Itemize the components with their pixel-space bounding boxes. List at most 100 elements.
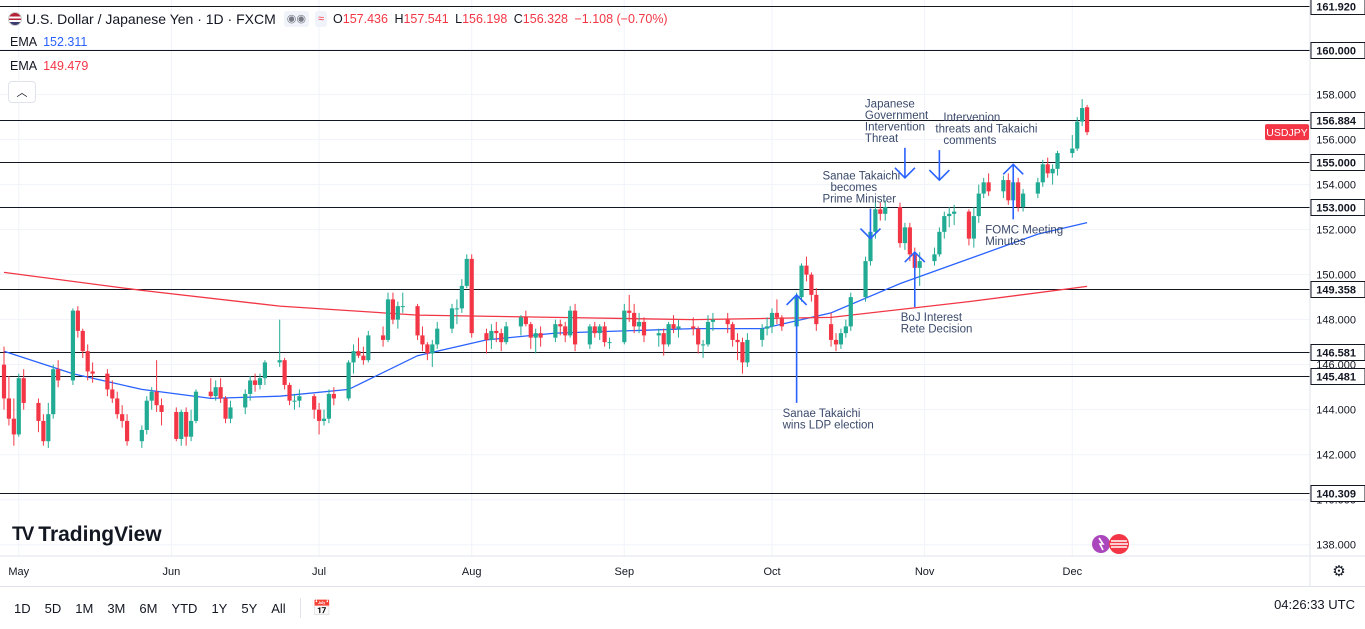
candle[interactable] [124, 414, 130, 446]
candle[interactable] [390, 292, 396, 325]
candle[interactable] [70, 308, 76, 385]
candle[interactable] [814, 288, 819, 331]
candle[interactable] [326, 389, 332, 424]
candle[interactable] [257, 373, 263, 390]
candle[interactable] [385, 292, 391, 343]
candle[interactable] [804, 256, 809, 282]
candle[interactable] [799, 263, 804, 302]
candle[interactable] [878, 202, 883, 221]
candle[interactable] [430, 339, 435, 367]
candle[interactable] [1016, 177, 1021, 212]
candle[interactable] [243, 389, 248, 415]
candle[interactable] [676, 319, 681, 338]
candle[interactable] [21, 369, 26, 410]
candle[interactable] [85, 344, 90, 381]
range-1y-button[interactable]: 1Y [211, 600, 228, 616]
candle[interactable] [863, 256, 868, 302]
time-axis[interactable]: May Jun Jul Aug Sep Oct Nov Dec [0, 555, 1365, 578]
candle[interactable] [459, 279, 464, 313]
candle[interactable] [700, 339, 706, 358]
candle[interactable] [636, 312, 642, 334]
candle[interactable] [538, 326, 543, 347]
symbol-tag-box[interactable] [1265, 124, 1309, 141]
candle[interactable] [966, 209, 972, 246]
candle[interactable] [351, 344, 356, 374]
candle[interactable] [499, 328, 504, 352]
candle[interactable] [154, 360, 159, 412]
clock-utc[interactable]: 04:26:33 UTC [1274, 597, 1355, 612]
candle[interactable] [75, 306, 80, 338]
settings-gear-icon[interactable]: ⚙ [1332, 563, 1346, 580]
candle[interactable] [144, 396, 149, 435]
candle[interactable] [395, 301, 400, 329]
candle[interactable] [691, 317, 696, 336]
candle[interactable] [321, 409, 327, 426]
range-ytd-button[interactable]: YTD [171, 600, 198, 616]
candle[interactable] [252, 373, 258, 392]
collapse-legend-button[interactable]: ︿ [8, 81, 36, 103]
candle[interactable] [366, 330, 371, 363]
candle[interactable] [769, 308, 775, 334]
wave-icon[interactable]: ≈ [314, 11, 328, 27]
candle[interactable] [282, 357, 287, 390]
candle[interactable] [277, 319, 282, 367]
candle[interactable] [897, 202, 903, 248]
candle[interactable] [1006, 173, 1011, 205]
candle[interactable] [947, 207, 952, 228]
candles[interactable] [1, 99, 1090, 448]
candle[interactable] [641, 317, 647, 343]
candle[interactable] [110, 380, 115, 403]
candle[interactable] [696, 326, 701, 354]
candle[interactable] [1080, 99, 1085, 127]
candle[interactable] [16, 373, 21, 437]
candle[interactable] [705, 315, 711, 347]
candle[interactable] [504, 321, 509, 345]
candle[interactable] [435, 321, 440, 349]
candle[interactable] [902, 222, 908, 250]
candle[interactable] [607, 337, 612, 349]
candle[interactable] [174, 407, 179, 442]
candle[interactable] [41, 414, 46, 446]
eye-icon[interactable]: ◉◉ [283, 11, 309, 27]
range-5y-button[interactable]: 5Y [241, 600, 258, 616]
candle[interactable] [469, 254, 474, 338]
candle[interactable] [907, 222, 912, 262]
symbol-title[interactable]: U.S. Dollar / Japanese Yen · 1D · FXCM [26, 11, 276, 27]
candle[interactable] [942, 211, 947, 239]
candle[interactable] [213, 380, 218, 401]
candle[interactable] [179, 409, 184, 446]
candle[interactable] [90, 362, 95, 383]
candle[interactable] [184, 407, 189, 446]
candle[interactable] [779, 315, 784, 331]
range-3m-button[interactable]: 3M [107, 600, 126, 616]
candle[interactable] [710, 312, 716, 331]
candle[interactable] [572, 303, 578, 352]
candle[interactable] [1035, 177, 1040, 199]
candle[interactable] [597, 324, 602, 340]
candle[interactable] [666, 321, 671, 347]
candle[interactable] [848, 292, 853, 331]
candle[interactable] [312, 393, 317, 419]
candle[interactable] [986, 173, 991, 196]
candle[interactable] [193, 389, 199, 424]
candle[interactable] [262, 360, 268, 385]
candle[interactable] [976, 184, 981, 223]
range-5d-button[interactable]: 5D [44, 600, 62, 616]
candle[interactable] [208, 378, 213, 399]
candle[interactable] [356, 337, 361, 358]
range-6m-button[interactable]: 6M [139, 600, 158, 616]
candle[interactable] [1, 346, 7, 410]
candle[interactable] [149, 387, 154, 410]
candle[interactable] [656, 328, 661, 347]
candle[interactable] [518, 315, 524, 336]
candle[interactable] [346, 360, 351, 401]
candle[interactable] [248, 375, 253, 401]
candle[interactable] [1001, 175, 1006, 199]
candle[interactable] [115, 391, 120, 419]
candle[interactable] [952, 204, 957, 226]
candle[interactable] [105, 369, 110, 397]
candle[interactable] [622, 303, 627, 345]
candle[interactable] [592, 321, 597, 338]
candle[interactable] [602, 321, 607, 347]
